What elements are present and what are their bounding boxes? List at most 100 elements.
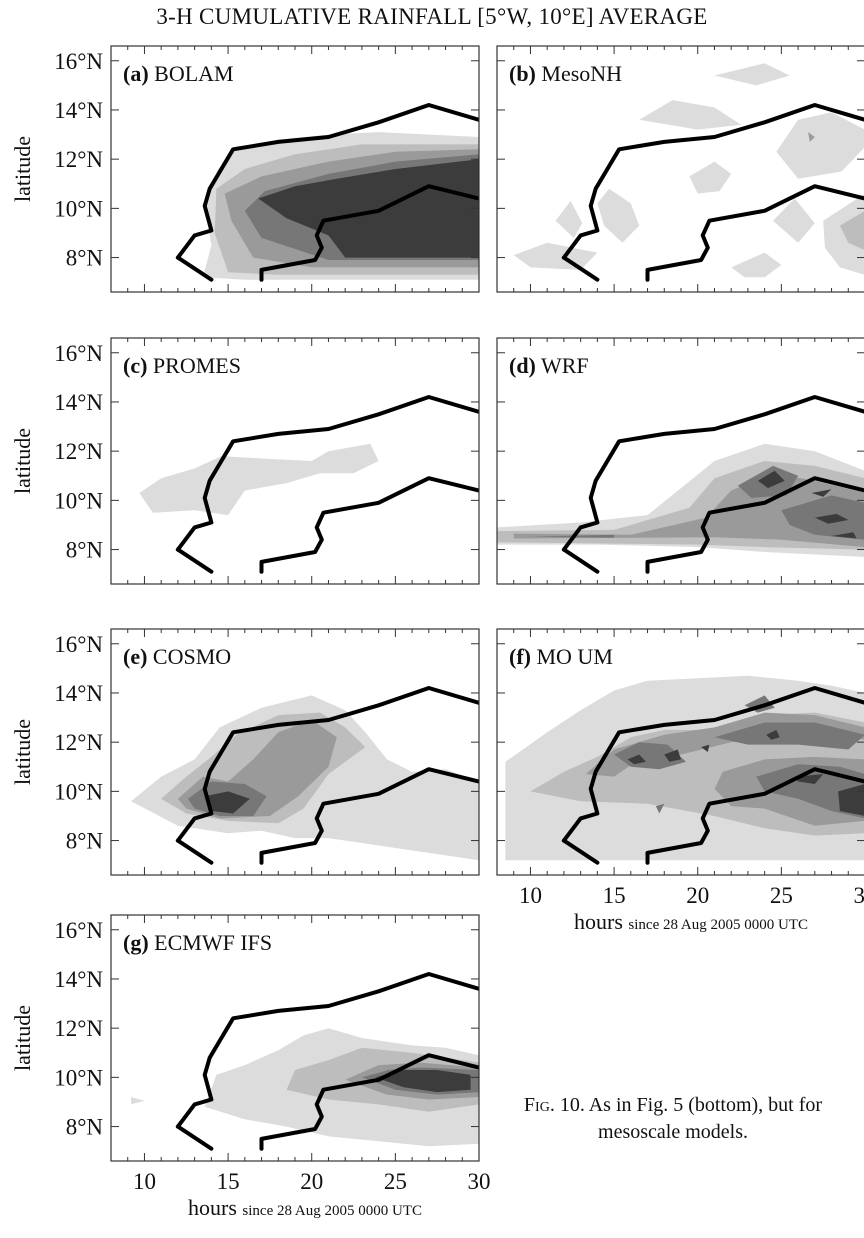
panel-d: (d) WRF [496,337,864,585]
panel-label: (g) ECMWF IFS [123,930,272,955]
panel-c: 8°N 10°N 12°N 14°N 16°N latitude (c) PROMES [10,337,480,585]
y-tick-label: 12°N [54,730,103,755]
y-tick-label: 8°N [66,246,104,271]
zone-boundary-line [259,767,479,865]
panel-b: (b) MesoNH [496,45,864,293]
outline-lines [175,103,479,282]
rain-level-5 [757,470,785,489]
y-axis-label: latitude [10,428,35,494]
zone-boundary-line [259,476,479,574]
figure-caption: Fig. 10. As in Fig. 5 (bottom), but for … [488,1092,858,1146]
x-tick-label: 15 [217,1169,240,1194]
x-tick-label: 25 [770,883,793,908]
rain-level-5 [204,791,250,814]
rain-level-1 [139,443,379,516]
zone-boundary-line [259,1053,479,1151]
caption-text: As in Fig. 5 (bottom), but for mesoscale… [584,1094,823,1143]
x-tick-label: 15 [603,883,626,908]
north-boundary-line [561,395,864,552]
rain-level-5 [811,489,832,497]
north-boundary-line [175,686,479,843]
rain-level-1 [597,188,640,243]
rain-level-3 [808,132,815,142]
y-tick-label: 16°N [54,918,103,943]
rain-level-5 [814,513,849,524]
zone-boundary-line [645,476,864,574]
rain-contours [131,695,479,861]
rain-level-4 [655,803,665,814]
y-tick-label: 8°N [66,1115,104,1140]
y-tick-label: 14°N [54,681,103,706]
rain-level-1 [823,194,864,275]
x-axis-label: hours since 28 Aug 2005 0000 UTC [574,909,808,934]
south-boundary-line [561,838,600,865]
y-tick-label: 14°N [54,390,103,415]
outline-lines [561,103,864,282]
panel-a: 8°N 10°N 12°N 14°N 16°N latitude (a) BOLAM [10,45,480,293]
x-axis-label: hours since 28 Aug 2005 0000 UTC [188,1195,422,1220]
rain-contours [497,443,864,557]
x-tick-label: 10 [519,883,542,908]
south-boundary-line [175,1124,214,1151]
y-tick-label: 16°N [54,49,103,74]
rain-level-1 [639,100,742,130]
rain-level-5 [701,744,710,752]
south-boundary-line [561,255,600,282]
x-tick-label: 25 [384,1169,407,1194]
y-tick-label: 10°N [54,1065,103,1090]
north-boundary-line [175,395,479,552]
x-tick-label: 20 [300,1169,323,1194]
y-tick-label: 16°N [54,341,103,366]
y-tick-label: 14°N [54,967,103,992]
panel-label: (a) BOLAM [123,61,234,86]
rain-level-5 [627,754,646,765]
north-boundary-line [175,972,479,1129]
rain-level-5 [258,159,479,258]
rain-level-1 [513,242,598,270]
outline-lines [561,395,864,574]
zone-boundary-line [645,767,864,865]
panel-label: (e) COSMO [123,644,231,669]
y-axis-label: latitude [10,136,35,202]
rain-level-1 [773,198,815,243]
south-boundary-line [175,547,214,574]
panels-group: 8°N 10°N 12°N 14°N 16°N latitude (a) BOLAM (b) … [10,45,864,1220]
x-tick-label: 30 [854,883,864,908]
zone-boundary-line [645,184,864,282]
rain-contours [203,132,479,280]
y-tick-label: 8°N [66,538,104,563]
panel-label: (d) WRF [509,353,589,378]
y-axis-label: latitude [10,1005,35,1071]
y-axis-label: latitude [10,719,35,785]
y-tick-label: 8°N [66,829,104,854]
rain-level-2 [839,211,864,250]
caption-label: Fig. 10. [523,1094,585,1116]
y-tick-label: 16°N [54,632,103,657]
outline-lines [561,686,864,865]
outline-lines [175,395,479,574]
south-boundary-line [175,255,214,282]
panel-label: (b) MesoNH [509,61,622,86]
y-tick-label: 12°N [54,439,103,464]
panel-label: (c) PROMES [123,353,241,378]
y-tick-label: 10°N [54,196,103,221]
figure-title: 3-H CUMULATIVE RAINFALL [5°W, 10°E] AVER… [156,4,708,29]
south-boundary-line [561,547,600,574]
zone-boundary-line [259,184,479,282]
rain-contours [139,443,379,516]
rain-level-1 [689,161,732,194]
panel-label: (f) MO UM [509,644,613,669]
rain-contours [505,675,864,861]
rain-level-1 [714,63,790,86]
north-boundary-line [561,686,864,843]
rain-level-5 [831,532,857,539]
rain-level-5 [766,729,780,740]
outline-lines [175,972,479,1151]
north-boundary-line [175,103,479,260]
x-tick-label: 30 [468,1169,491,1194]
x-tick-label: 10 [133,1169,156,1194]
rain-level-1 [776,112,864,179]
y-tick-label: 12°N [54,147,103,172]
rain-level-1 [131,1097,145,1105]
